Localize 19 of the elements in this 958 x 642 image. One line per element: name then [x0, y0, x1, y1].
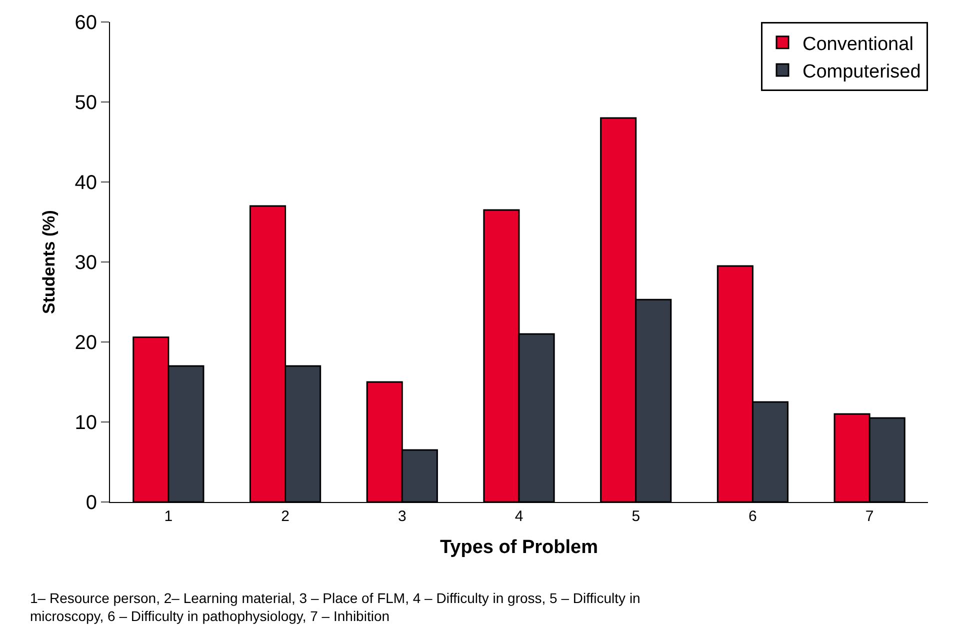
y-tick-label: 60	[74, 12, 97, 34]
legend-label: Conventional	[802, 34, 914, 55]
x-tick-label: 5	[632, 508, 640, 525]
x-tick-label: 2	[281, 508, 290, 525]
legend-label: Computerised	[802, 61, 921, 82]
x-tick-label: 4	[514, 508, 524, 525]
x-tick-label: 1	[164, 508, 173, 525]
y-tick-label: 10	[74, 412, 97, 434]
y-axis-title: Students (%)	[39, 210, 58, 314]
y-tick-label: 50	[74, 92, 97, 114]
y-tick-label: 20	[74, 332, 97, 354]
y-tick-label: 40	[74, 172, 97, 194]
y-tick-label: 0	[86, 492, 97, 514]
x-tick-label: 7	[865, 508, 874, 525]
x-axis-title: Types of Problem	[440, 536, 598, 558]
x-tick-label: 3	[398, 508, 406, 525]
y-tick-label: 30	[74, 252, 97, 274]
x-tick-label: 6	[748, 508, 757, 525]
text: 1– Resource person, 2– Learning material, 3 – Place of FLM, 4 – Difficulty in gross, 5 – Difficulty in microscopy, 6 – Difficulty in pathophysiology, 7 – Inhibition	[30, 590, 640, 624]
